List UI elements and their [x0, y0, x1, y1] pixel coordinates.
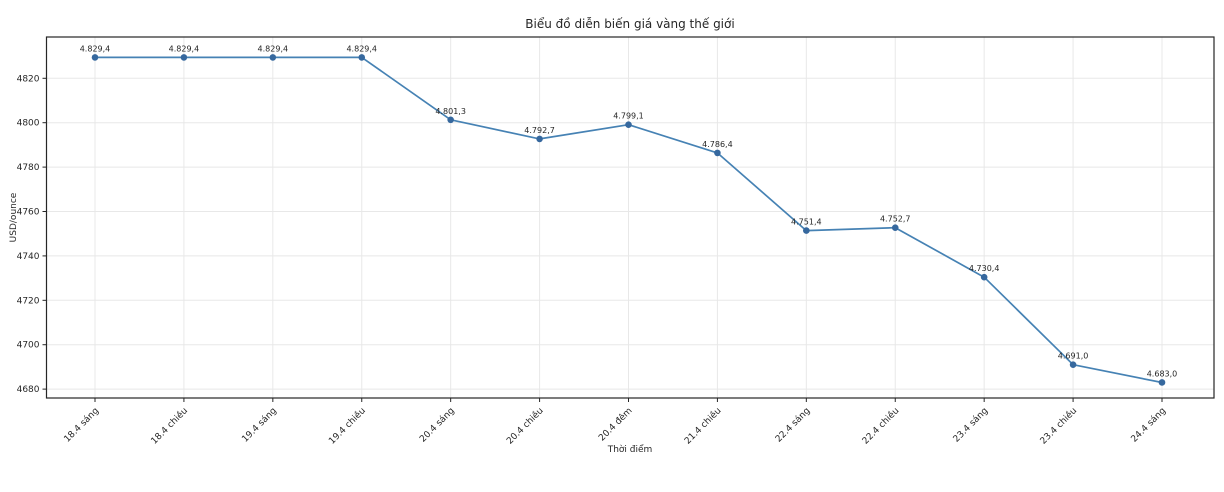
- y-tick-label: 4820: [17, 74, 40, 84]
- data-point: [714, 149, 721, 157]
- data-point-label: 4.752,7: [880, 215, 911, 224]
- y-axis-title: USD/ounce: [9, 192, 19, 242]
- y-tick-label: 4700: [17, 341, 40, 351]
- chart-title: Biểu đồ diễn biến giá vàng thế giới: [525, 17, 734, 31]
- data-point: [180, 54, 188, 61]
- data-point: [91, 54, 99, 61]
- x-tick-label: 18.4 sáng: [63, 406, 102, 445]
- data-point: [980, 273, 988, 281]
- x-tick-label: 22.4 chiều: [860, 405, 901, 446]
- data-point-label: 4.829,4: [169, 44, 200, 53]
- data-point-label: 4.683,0: [1147, 369, 1178, 378]
- x-axis-title: Thời điểm: [607, 444, 653, 455]
- x-tick-label: 19.4 sáng: [240, 406, 279, 445]
- x-tick-label: 20.4 sáng: [418, 406, 457, 445]
- data-point: [803, 227, 810, 234]
- x-tick-label: 20.4 chiều: [504, 405, 545, 446]
- data-point: [1158, 379, 1166, 386]
- data-point: [891, 224, 899, 232]
- x-tick-label: 19.4 chiều: [327, 405, 368, 446]
- y-tick-label: 4800: [17, 119, 40, 129]
- data-point-label: 4.829,4: [258, 44, 289, 53]
- x-tick-label: 20.4 đêm: [596, 405, 634, 443]
- data-point: [358, 54, 366, 61]
- data-point-label: 4.801,3: [435, 107, 466, 116]
- data-point-label: 4.691,0: [1058, 352, 1089, 361]
- x-tick-label: 18.4 chiều: [149, 405, 190, 446]
- y-tick-label: 4720: [17, 296, 40, 306]
- x-tick-label: 21.4 chiều: [682, 405, 723, 446]
- data-point-label: 4.751,4: [791, 218, 822, 227]
- y-tick-label: 4740: [17, 252, 40, 262]
- x-tick-label: 24.4 sáng: [1130, 406, 1169, 445]
- data-point: [625, 121, 632, 128]
- x-tick-label: 22.4 sáng: [774, 406, 813, 445]
- plot-border: [45, 36, 1215, 399]
- x-tick-label: 23.4 chiều: [1038, 405, 1079, 446]
- data-point-label: 4.799,1: [613, 112, 644, 121]
- data-point-label: 4.786,4: [702, 140, 733, 149]
- data-point-label: 4.730,4: [969, 264, 1000, 273]
- data-point-label: 4.792,7: [524, 126, 555, 135]
- y-tick-label: 4780: [17, 163, 40, 173]
- y-tick-label: 4760: [17, 208, 40, 218]
- data-point-label: 4.829,4: [80, 44, 111, 53]
- data-point: [536, 135, 543, 143]
- data-point: [447, 116, 454, 124]
- data-point: [269, 54, 277, 61]
- x-tick-label: 23.4 sáng: [952, 406, 991, 445]
- y-tick-label: 4680: [17, 385, 40, 395]
- data-point: [1069, 361, 1077, 368]
- data-point-label: 4.829,4: [346, 44, 377, 53]
